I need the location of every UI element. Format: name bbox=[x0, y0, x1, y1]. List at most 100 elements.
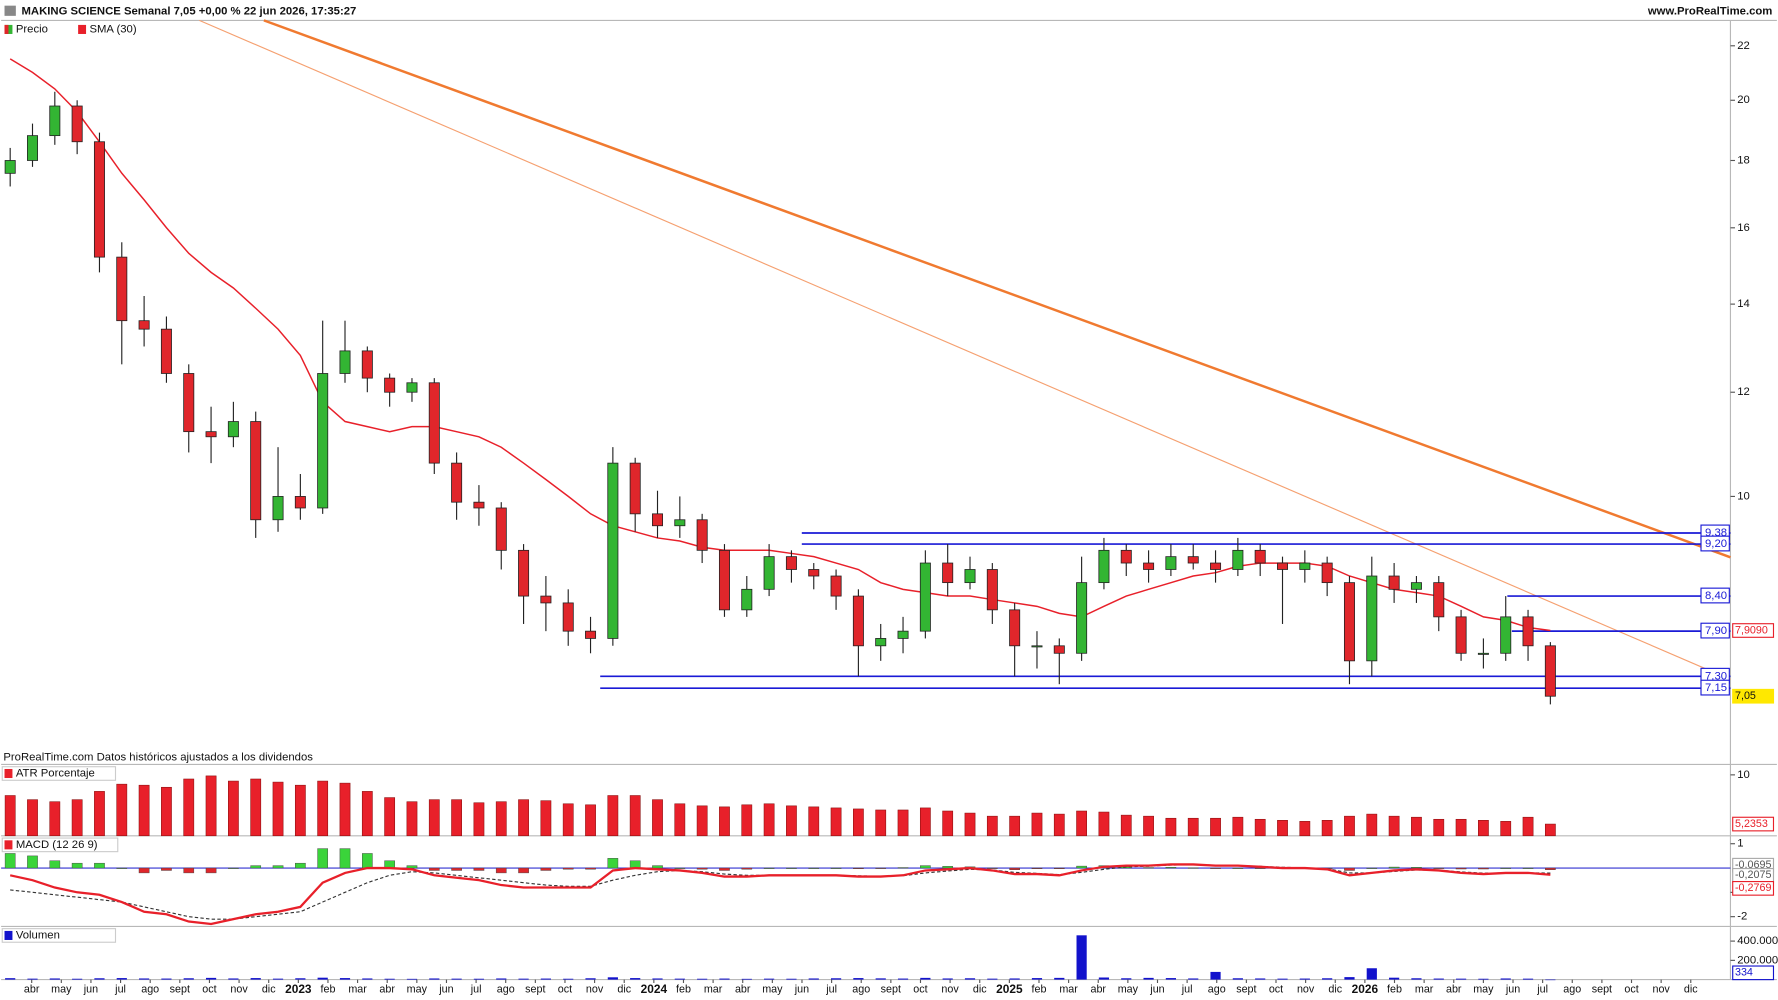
histogram-bar bbox=[1165, 867, 1177, 869]
bar bbox=[1388, 815, 1400, 837]
x-tick-label: mar bbox=[348, 984, 367, 996]
histogram-bar bbox=[763, 867, 775, 869]
histogram-bar bbox=[1053, 867, 1065, 869]
bar bbox=[317, 780, 329, 837]
legend-label: MACD (12 26 9) bbox=[16, 839, 98, 851]
candle-body bbox=[785, 556, 797, 570]
histogram-bar bbox=[228, 867, 239, 869]
legend-bg bbox=[1, 837, 119, 853]
x-tick-label: jun bbox=[794, 984, 809, 996]
bar bbox=[1478, 820, 1489, 837]
histogram-bar bbox=[808, 867, 820, 869]
candle-body bbox=[1544, 645, 1556, 697]
candle-body bbox=[116, 256, 128, 322]
bar bbox=[272, 781, 284, 837]
bar bbox=[1389, 977, 1400, 980]
histogram-bar bbox=[674, 867, 686, 869]
bar bbox=[741, 804, 753, 837]
trendline bbox=[263, 19, 1731, 559]
candle-body bbox=[1165, 556, 1177, 570]
bar bbox=[1187, 817, 1199, 837]
histogram-bar bbox=[1478, 867, 1489, 870]
histogram-bar bbox=[27, 855, 38, 869]
legend-label: SMA (30) bbox=[89, 23, 136, 35]
bar bbox=[964, 812, 976, 837]
x-tick-label: ago bbox=[852, 984, 870, 996]
candle-body bbox=[562, 602, 574, 632]
bar bbox=[540, 978, 551, 980]
bar bbox=[696, 805, 708, 837]
trendline bbox=[199, 19, 1731, 680]
histogram-bar bbox=[540, 867, 552, 871]
bar bbox=[1098, 811, 1110, 837]
bar bbox=[808, 978, 819, 980]
bar bbox=[1076, 935, 1087, 980]
bar bbox=[1366, 813, 1378, 837]
bar bbox=[429, 978, 440, 980]
bar bbox=[451, 799, 462, 837]
bar bbox=[116, 978, 127, 980]
bar bbox=[5, 978, 16, 980]
bar bbox=[853, 978, 864, 980]
x-tick-label: feb bbox=[1032, 984, 1047, 996]
bar bbox=[1344, 977, 1355, 980]
bar bbox=[897, 809, 909, 837]
histogram-bar bbox=[1031, 867, 1043, 869]
candle-body bbox=[183, 373, 195, 433]
candle-body bbox=[406, 382, 418, 393]
candle-body bbox=[49, 105, 61, 137]
level-label-box bbox=[1700, 679, 1730, 696]
candle-body bbox=[1009, 609, 1021, 647]
bar bbox=[406, 978, 418, 980]
histogram-bar bbox=[161, 867, 172, 871]
x-tick-label: abr bbox=[24, 984, 40, 996]
bar bbox=[719, 978, 730, 980]
candle-body bbox=[607, 462, 619, 639]
histogram-bar bbox=[1009, 867, 1020, 870]
bar bbox=[139, 978, 150, 980]
level-label-box bbox=[1700, 535, 1730, 552]
histogram-bar bbox=[451, 867, 462, 871]
histogram-bar bbox=[741, 867, 753, 870]
bar bbox=[830, 978, 842, 980]
bar bbox=[540, 800, 552, 837]
sma-line bbox=[9, 58, 1551, 632]
y-tick-label: 16 bbox=[1737, 222, 1750, 234]
histogram-bar bbox=[1187, 867, 1199, 869]
x-tick-label: dic bbox=[973, 984, 987, 996]
histogram-bar bbox=[1545, 867, 1556, 870]
bar bbox=[1522, 978, 1534, 980]
histogram-bar bbox=[1522, 867, 1534, 869]
x-tick-label: feb bbox=[1387, 984, 1402, 996]
x-tick-label: nov bbox=[941, 984, 959, 996]
bar bbox=[741, 978, 752, 980]
bar bbox=[339, 782, 351, 837]
candle-body bbox=[986, 569, 998, 611]
histogram-bar bbox=[1210, 867, 1221, 869]
candle-body bbox=[1143, 562, 1155, 570]
histogram-bar bbox=[607, 858, 619, 869]
histogram-bar bbox=[272, 865, 284, 869]
histogram-bar bbox=[250, 865, 262, 869]
x-tick-label: nov bbox=[1297, 984, 1315, 996]
histogram-bar bbox=[94, 862, 105, 869]
x-tick-label: dic bbox=[1328, 984, 1342, 996]
bar bbox=[518, 978, 529, 980]
x-tick-label: 2026 bbox=[1352, 982, 1379, 996]
candle-body bbox=[518, 549, 530, 597]
candle-body bbox=[428, 382, 440, 464]
x-tick-label: feb bbox=[320, 984, 335, 996]
bar bbox=[428, 799, 440, 837]
bar bbox=[451, 978, 462, 980]
bar bbox=[652, 799, 663, 837]
candle-body bbox=[1410, 582, 1422, 590]
x-tick-label: abr bbox=[735, 984, 751, 996]
histogram-bar bbox=[1344, 867, 1355, 871]
x-tick-label: may bbox=[407, 984, 428, 996]
bar bbox=[1232, 816, 1244, 837]
histogram-bar bbox=[562, 867, 574, 870]
histogram-bar bbox=[897, 867, 909, 869]
bar bbox=[1009, 978, 1020, 980]
histogram-bar bbox=[495, 867, 507, 874]
candle-body bbox=[1455, 616, 1467, 654]
